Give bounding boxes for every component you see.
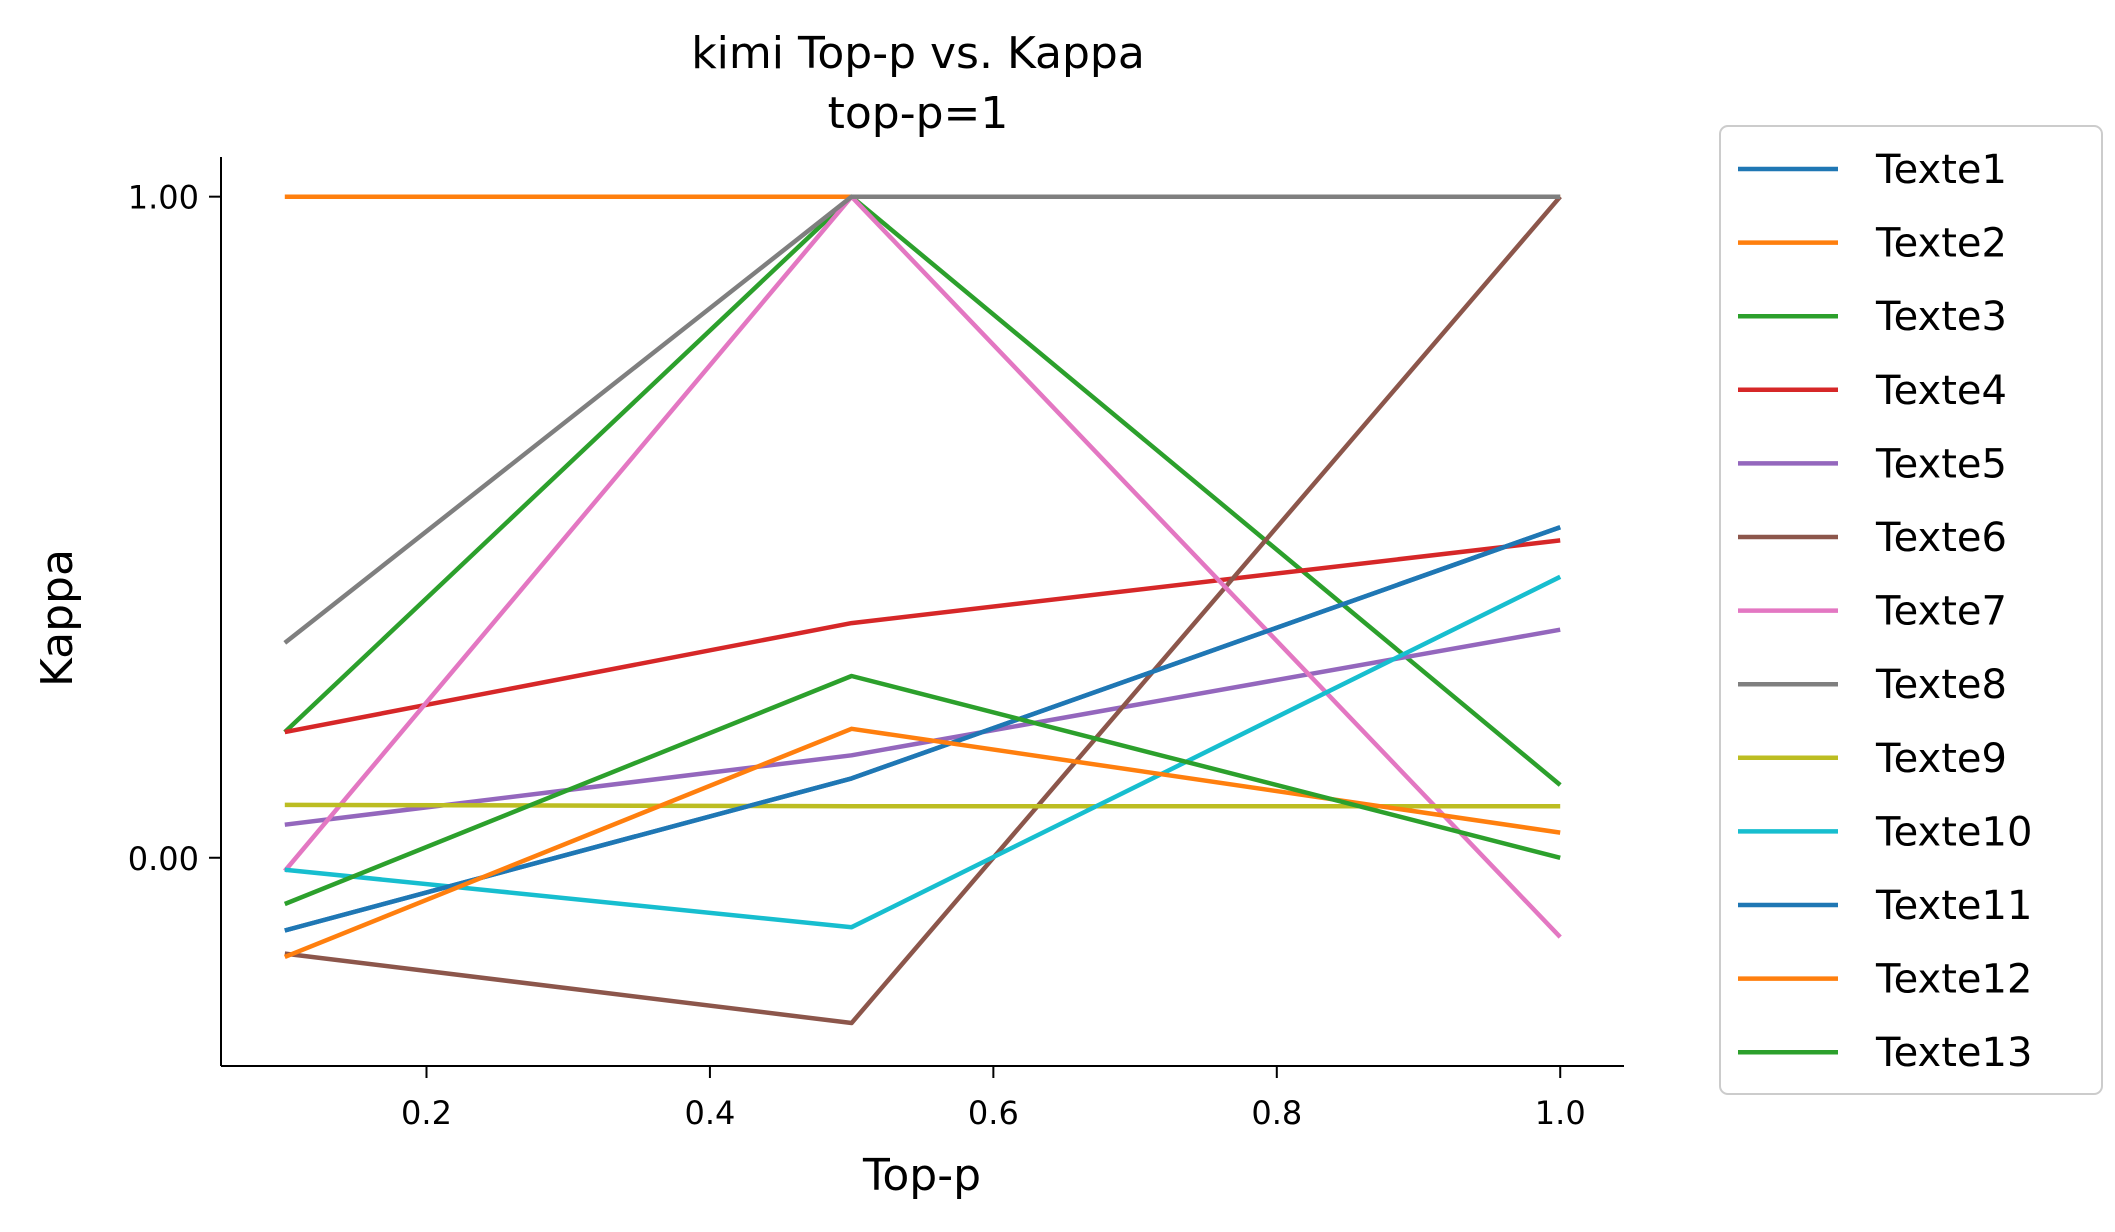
legend-item: Texte8 [1738,662,2007,708]
x-tick-label: 0.4 [684,1094,735,1132]
legend-label: Texte1 [1875,147,2007,193]
legend-label: Texte13 [1875,1030,2032,1076]
legend-item: Texte1 [1738,147,2007,193]
legend-item: Texte5 [1738,441,2007,487]
x-tick-label: 1.0 [1535,1094,1586,1132]
legend-label: Texte12 [1875,957,2032,1003]
x-tick-label: 0.2 [401,1094,452,1132]
legend-item: Texte6 [1738,515,2007,561]
legend-label: Texte6 [1875,515,2007,561]
y-axis-label: Kappa [32,549,83,687]
y-tick-label: 1.00 [128,179,199,217]
y-axis-ticks: 0.00 1.00 [128,179,221,878]
x-tick-label: 0.8 [1251,1094,1302,1132]
legend-label: Texte10 [1875,809,2032,855]
legend: Texte1 Texte2 Texte3 Texte4 Texte5 Texte6 Text… [1719,125,2103,1095]
legend-label: Texte7 [1875,589,2007,635]
y-tick-label: 0.00 [128,840,199,878]
series-line-texte5 [284,627,1561,827]
legend-item: Texte7 [1738,589,2007,635]
series-line-texte13 [283,673,1561,907]
chart-subtitle: top-p=1 [828,88,1009,139]
legend-item: Texte4 [1738,368,2007,414]
x-tick-label: 0.6 [968,1094,1019,1132]
legend-frame [1719,125,2103,1095]
chart-title: kimi Top-p vs. Kappa [691,28,1145,79]
x-axis-label: Top-p [862,1150,981,1201]
legend-label: Texte9 [1875,736,2007,782]
legend-item: Texte13 [1738,1030,2032,1076]
legend-label: Texte2 [1875,221,2007,267]
series-layer [283,194,1562,1026]
series-line-texte8 [283,194,1561,645]
legend-label: Texte3 [1875,294,2007,340]
legend-label: Texte11 [1875,883,2032,929]
legend-item: Texte2 [1738,221,2007,267]
legend-label: Texte4 [1875,368,2007,414]
x-axis-ticks: 0.2 0.4 0.6 0.8 1.0 [401,1066,1586,1132]
series-line-texte10 [284,574,1562,930]
legend-item: Texte12 [1738,957,2032,1003]
legend-item: Texte3 [1738,294,2007,340]
legend-item: Texte10 [1738,809,2032,855]
legend-item: Texte9 [1738,736,2007,782]
series-line-texte9 [284,802,1561,809]
series-line-texte4 [284,538,1561,735]
legend-item: Texte11 [1738,883,2032,929]
series-line-texte6 [284,195,1562,1026]
legend-label: Texte5 [1875,441,2007,487]
legend-label: Texte8 [1875,662,2007,708]
